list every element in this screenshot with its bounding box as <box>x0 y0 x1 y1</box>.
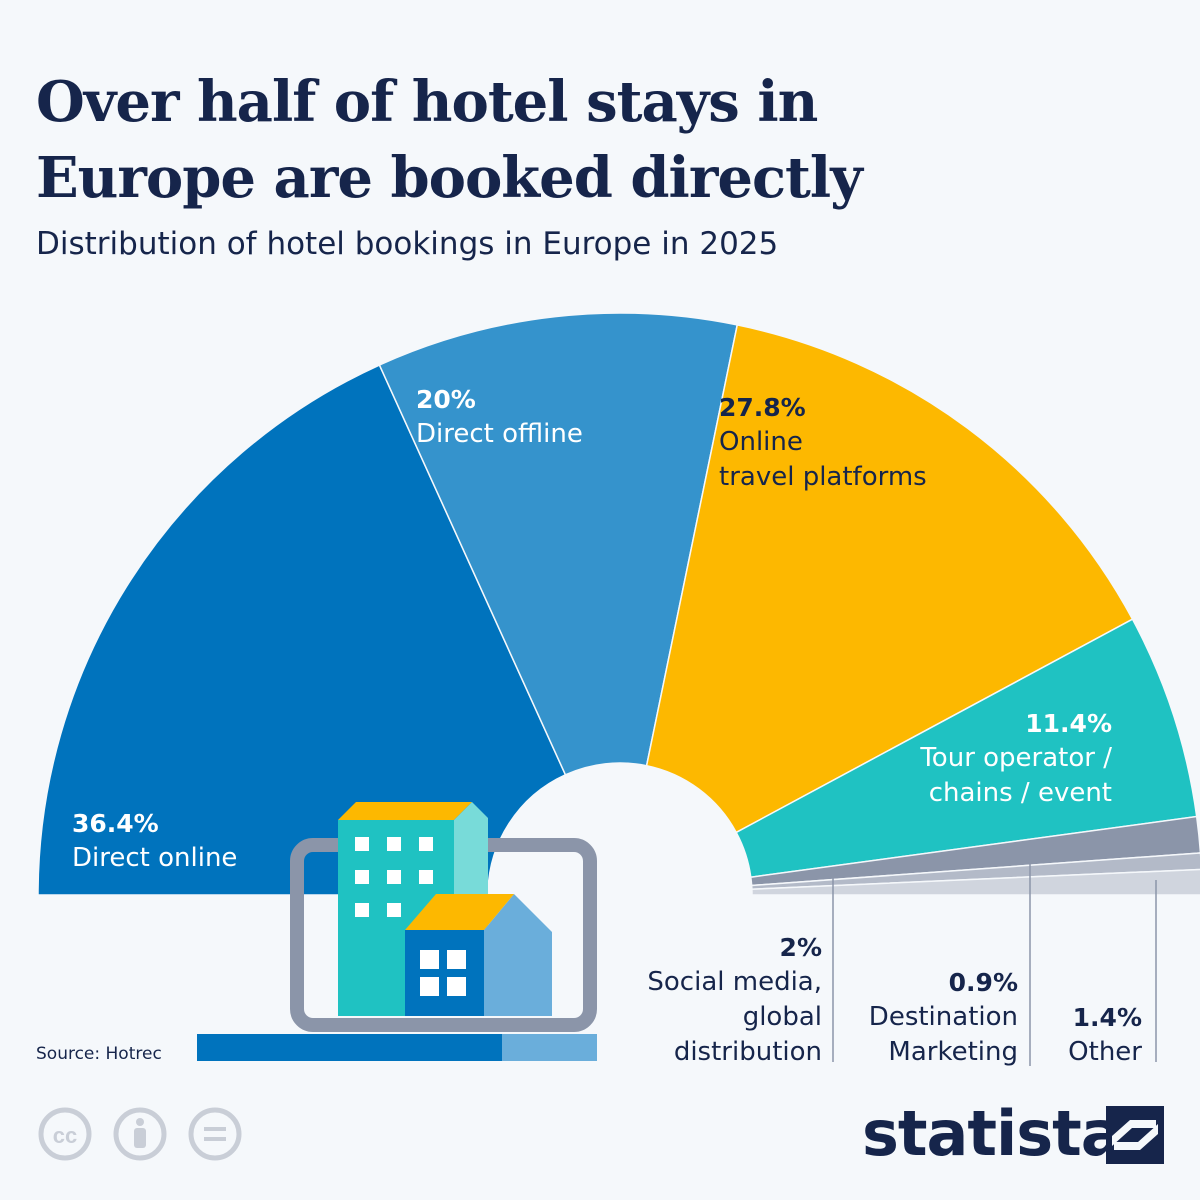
chart-title: Over half of hotel stays in Europe are b… <box>36 64 863 216</box>
label-name-line-1: Online <box>719 427 803 457</box>
label-value: 27.8% <box>719 393 806 422</box>
chart-subtitle: Distribution of hotel bookings in Europe… <box>36 226 779 262</box>
label-destination-marketing: 0.9% Destination Marketing <box>869 965 1018 1070</box>
label-name-line-1: Destination <box>868 1002 1018 1032</box>
label-value: 0.9% <box>948 968 1018 997</box>
attribution-icon[interactable] <box>113 1107 167 1161</box>
label-social-media: 2% Social media, global distribution <box>647 930 822 1070</box>
statista-logo-icon[interactable] <box>1106 1106 1164 1164</box>
label-value: 20% <box>416 385 476 414</box>
creative-commons-icon[interactable]: cc <box>38 1107 92 1161</box>
title-line-1: Over half of hotel stays in <box>36 69 818 135</box>
label-name-line-2: travel platforms <box>719 462 927 492</box>
label-value: 1.4% <box>1072 1003 1142 1032</box>
small-building-roof <box>405 894 514 930</box>
svg-text:cc: cc <box>53 1123 77 1148</box>
slice-group <box>37 312 1200 896</box>
label-direct-offline: 20% Direct offline <box>416 382 583 452</box>
label-name-line-3: distribution <box>673 1037 822 1067</box>
label-name-line-2: chains / event <box>928 778 1112 808</box>
label-other: 1.4% Other <box>1068 1000 1142 1070</box>
slice-tour-operator-chains-event <box>735 618 1198 879</box>
label-name-line-1: Tour operator / <box>920 743 1112 773</box>
slice-direct-online <box>37 364 567 896</box>
label-name: Direct online <box>72 843 238 873</box>
label-direct-online: 36.4% Direct online <box>72 806 237 876</box>
label-name: Direct offline <box>416 419 583 449</box>
small-building-side <box>484 894 552 1016</box>
label-value: 36.4% <box>72 809 159 838</box>
slice-other <box>751 868 1200 896</box>
label-name-line-2: Marketing <box>888 1037 1018 1067</box>
label-online-travel-platforms: 27.8% Online travel platforms <box>719 390 927 495</box>
label-name-line-2: global <box>742 1002 822 1032</box>
small-building-front <box>405 930 484 1016</box>
tall-building-windows <box>355 837 433 917</box>
laptop-base-light <box>502 1034 597 1061</box>
statista-wordmark[interactable]: statista <box>862 1097 1123 1170</box>
small-building-windows <box>420 950 466 996</box>
label-value: 11.4% <box>1025 709 1112 738</box>
tall-building-roof <box>338 802 472 820</box>
title-line-2: Europe are booked directly <box>36 145 863 211</box>
source-note: Source: Hotrec <box>36 1044 162 1064</box>
slice-online-travel-platforms <box>645 324 1134 834</box>
license-icons: cc <box>36 1106 246 1166</box>
label-name-line-1: Social media, <box>647 967 822 997</box>
laptop-base-dark <box>197 1034 502 1061</box>
no-derivatives-icon[interactable] <box>188 1107 242 1161</box>
label-value: 2% <box>779 933 822 962</box>
slice-direct-offline <box>378 312 739 776</box>
label-tour-operator: 11.4% Tour operator / chains / event <box>920 706 1112 811</box>
label-name: Other <box>1068 1037 1142 1067</box>
